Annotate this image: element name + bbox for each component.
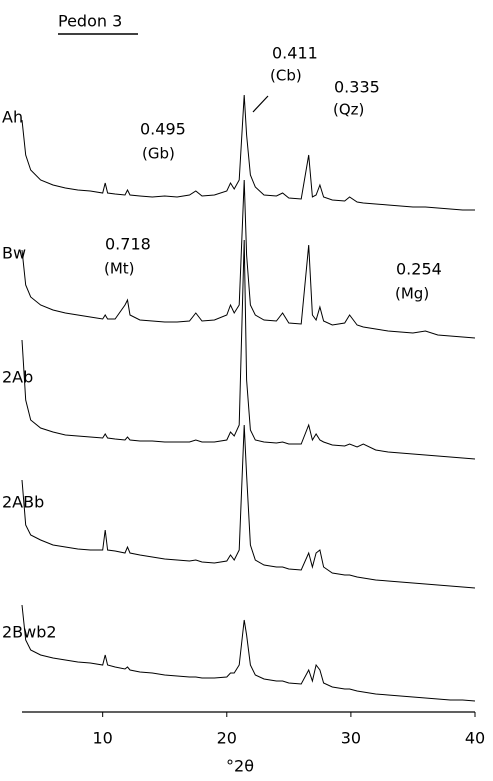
trace-label: 2Bwb2 xyxy=(2,623,57,642)
xrd-trace xyxy=(21,604,476,702)
x-axis-title: °2θ xyxy=(226,757,254,776)
trace-label: Bw xyxy=(2,244,26,263)
peak-annotation: (Gb) xyxy=(142,145,175,163)
trace-label: Ah xyxy=(2,108,23,127)
x-tick-label: 30 xyxy=(341,729,361,748)
xrd-trace xyxy=(21,94,475,211)
x-tick-label: 40 xyxy=(465,729,485,748)
chart-title: Pedon 3 xyxy=(58,12,122,31)
x-tick-label: 20 xyxy=(217,729,237,748)
peak-annotation: 0.411 xyxy=(272,44,318,63)
trace-label: 2ABb xyxy=(2,493,44,512)
x-tick-label: 10 xyxy=(92,729,112,748)
trace-label: 2Ab xyxy=(2,368,33,387)
peak-annotation: 0.718 xyxy=(105,235,151,254)
peak-annotation: (Mt) xyxy=(104,260,135,278)
xrd-trace xyxy=(21,239,476,460)
peak-annotation: 0.254 xyxy=(396,260,442,279)
peak-annotation: (Mg) xyxy=(395,285,429,303)
peak-annotation: 0.495 xyxy=(140,120,186,139)
xrd-trace xyxy=(21,179,476,339)
xrd-trace xyxy=(21,424,476,589)
peak-annotation: 0.335 xyxy=(334,78,380,97)
annotation-pointer xyxy=(252,95,269,113)
peak-annotation: (Cb) xyxy=(270,67,302,85)
peak-annotation: (Qz) xyxy=(333,101,364,119)
